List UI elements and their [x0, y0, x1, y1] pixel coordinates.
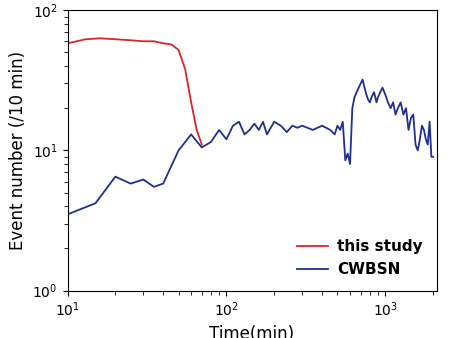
CWBSN: [352, 95, 357, 99]
this study: [194, 128, 199, 132]
this study: [199, 143, 204, 147]
this study: [189, 100, 194, 104]
this study: [151, 39, 157, 43]
X-axis label: Time(min): Time(min): [209, 324, 295, 338]
CWBSN: [176, 148, 181, 152]
Line: CWBSN: CWBSN: [68, 79, 433, 214]
this study: [97, 36, 103, 40]
Legend: this study, CWBSN: this study, CWBSN: [291, 233, 429, 283]
CWBSN: [65, 212, 70, 216]
CWBSN: [400, 113, 406, 117]
CWBSN: [371, 90, 377, 94]
this study: [169, 42, 174, 46]
this study: [161, 41, 166, 45]
this study: [182, 67, 188, 71]
CWBSN: [375, 95, 381, 99]
this study: [83, 37, 88, 41]
CWBSN: [360, 77, 365, 81]
this study: [128, 38, 134, 42]
this study: [112, 37, 118, 41]
Line: this study: this study: [68, 38, 202, 145]
CWBSN: [431, 155, 436, 159]
this study: [65, 41, 70, 45]
this study: [176, 48, 181, 52]
CWBSN: [295, 126, 300, 130]
this study: [140, 39, 146, 43]
Y-axis label: Event number (/10 min): Event number (/10 min): [9, 51, 27, 250]
